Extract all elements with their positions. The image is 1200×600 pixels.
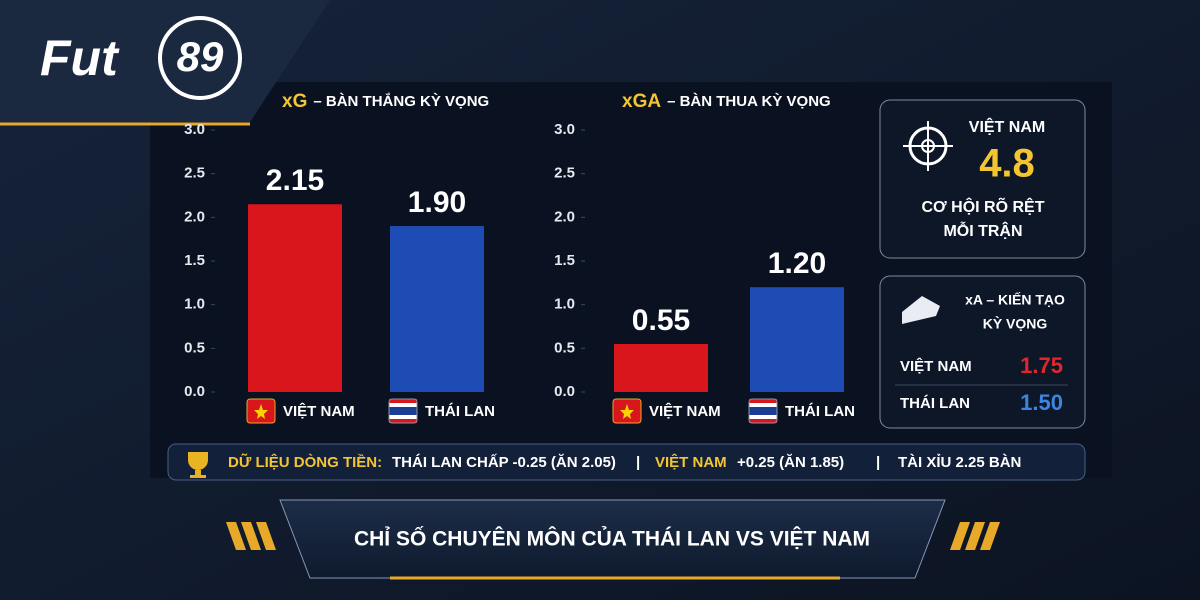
- flag: [389, 415, 417, 419]
- y-tick-label: 2.0: [184, 208, 205, 225]
- x-tick-label: THÁI LAN: [785, 403, 855, 420]
- value-label: 1.90: [408, 186, 466, 219]
- y-tick-label: 1.5: [554, 252, 575, 269]
- chances-box: [879, 99, 1086, 259]
- separator: |: [876, 454, 880, 471]
- value-label: 2.15: [266, 164, 324, 197]
- flag: [389, 419, 417, 423]
- footer-banner: [279, 499, 946, 579]
- y-tick-label: 0.5: [554, 339, 575, 356]
- assists-value: 1.75: [1020, 353, 1063, 378]
- deco: [226, 522, 276, 550]
- bar: [614, 343, 708, 392]
- target-icon: [903, 121, 953, 171]
- flag: [389, 411, 417, 415]
- chart-subtitle: – BÀN THUA KỲ VỌNG: [667, 92, 831, 110]
- money-item: +0.25 (ĂN 1.85): [737, 454, 844, 471]
- trophy-icon: [188, 452, 208, 478]
- flag: [389, 399, 417, 403]
- chances-team: VIỆT NAM: [969, 117, 1045, 136]
- logo-number: 89: [177, 33, 224, 80]
- flag-star: [620, 404, 634, 419]
- y-tick-label: 3.0: [184, 121, 205, 138]
- footer-title: CHỈ SỐ CHUYÊN MÔN CỦA THÁI LAN VS VIỆT N…: [354, 527, 870, 551]
- chart-subtitle: – BÀN THẮNG KỲ VỌNG: [313, 92, 489, 110]
- flag: [748, 398, 778, 424]
- y-tick-label: 0.0: [184, 383, 205, 400]
- separator: |: [636, 454, 640, 471]
- y-tick-label: 1.0: [184, 296, 205, 313]
- flag: [749, 407, 777, 411]
- logo-bg: [0, 0, 330, 122]
- y-tick-label: 3.0: [554, 121, 575, 138]
- logo-text: Fut: [40, 30, 120, 86]
- y-tick-label: 0.0: [554, 383, 575, 400]
- boot-icon: [902, 296, 940, 324]
- flag: [389, 407, 417, 411]
- flag: [388, 398, 418, 424]
- value-label: 0.55: [632, 304, 690, 337]
- assists-title: KỲ VỌNG: [983, 315, 1048, 332]
- x-tick-label: THÁI LAN: [425, 403, 495, 420]
- bar: [750, 287, 844, 392]
- money-item: TÀI XỈU 2.25 BÀN: [898, 454, 1021, 471]
- y-tick-label: 2.5: [184, 165, 205, 182]
- deco: [950, 522, 1000, 550]
- flag: [749, 415, 777, 419]
- bar: [390, 226, 484, 392]
- chances-label: CƠ HỘI RÕ RỆT: [922, 196, 1045, 216]
- flag: [749, 419, 777, 423]
- bar: [248, 204, 342, 392]
- flag: [389, 403, 417, 407]
- y-tick-label: 1.0: [554, 296, 575, 313]
- assists-title: xA – KIẾN TẠO: [965, 292, 1065, 308]
- money-bar: [167, 443, 1086, 481]
- assists-team: VIỆT NAM: [900, 357, 972, 375]
- assists-value: 1.50: [1020, 390, 1063, 415]
- x-tick-label: VIỆT NAM: [283, 402, 355, 420]
- value-label: 1.20: [768, 247, 826, 280]
- money-label: DỮ LIỆU DÒNG TIỀN:: [228, 453, 382, 471]
- money-item: THÁI LAN CHẤP -0.25 (ĂN 2.05): [392, 454, 616, 471]
- chart-title: xG: [282, 91, 307, 112]
- flag: [749, 411, 777, 415]
- chances-label: MỖI TRẬN: [943, 221, 1022, 240]
- y-tick-label: 2.5: [554, 165, 575, 182]
- logo-ring: [158, 16, 242, 100]
- assists-team: THÁI LAN: [900, 395, 970, 412]
- x-tick-label: VIỆT NAM: [649, 402, 721, 420]
- flag-star: [254, 404, 268, 419]
- flag: [749, 399, 777, 403]
- flag: [749, 403, 777, 407]
- y-tick-label: 2.0: [554, 208, 575, 225]
- chart-title: xGA: [622, 91, 661, 112]
- y-tick-label: 1.5: [184, 252, 205, 269]
- money-team: VIỆT NAM: [655, 453, 727, 471]
- y-tick-label: 0.5: [184, 339, 205, 356]
- chances-value: 4.8: [979, 142, 1035, 186]
